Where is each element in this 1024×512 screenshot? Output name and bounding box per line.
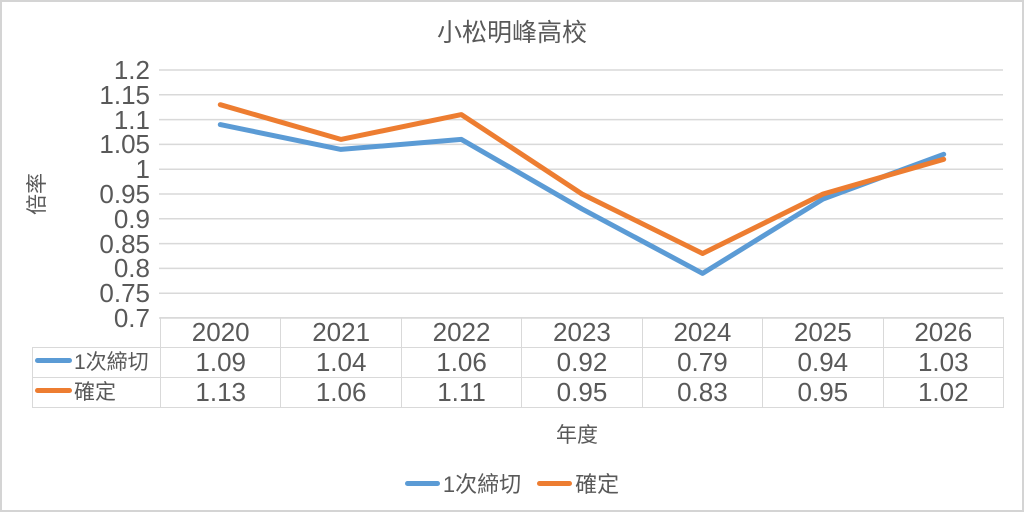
series-key-cell: 確定 — [32, 376, 161, 408]
table-row: 確定 1.13 1.06 1.11 0.95 0.83 0.95 1.02 — [32, 376, 1005, 408]
table-value: 0.83 — [641, 376, 764, 408]
table-value: 0.95 — [521, 376, 643, 408]
table-value: 1.06 — [400, 346, 523, 378]
y-tick-label: 0.95 — [99, 179, 150, 209]
legend-label: 1次締切 — [442, 472, 522, 497]
table-year-header: 2020 — [159, 317, 282, 348]
legend-label: 確定 — [575, 472, 620, 497]
series-name: 1次締切 — [74, 350, 149, 374]
y-tick-label: 0.9 — [113, 203, 150, 234]
legend-item: 確定 — [537, 467, 619, 499]
table-year-header: 2025 — [762, 317, 884, 348]
table-value: 1.03 — [882, 346, 1005, 378]
table-value: 0.79 — [641, 346, 764, 378]
table-year-header: 2023 — [521, 317, 643, 348]
y-tick-label: 1.1 — [113, 104, 150, 135]
y-axis-title: 倍率 — [26, 173, 49, 215]
data-table: 2020 2021 2022 2023 2024 2025 2026 1次締切 1.09 1.04… — [32, 317, 1005, 408]
series-name: 確定 — [74, 380, 116, 404]
y-tick-label: 0.8 — [113, 253, 150, 284]
series-line-1 — [217, 102, 947, 256]
x-axis-title: 年度 — [556, 424, 598, 447]
chart-legend: 1次締切 確定 — [0, 467, 1024, 499]
y-tick-label: 1 — [135, 154, 150, 185]
legend-key-line-icon — [35, 358, 72, 364]
y-tick-label: 0.75 — [99, 278, 150, 309]
table-row: 1次締切 1.09 1.04 1.06 0.92 0.79 0.94 1.03 — [32, 346, 1005, 378]
table-corner — [33, 318, 161, 348]
table-year-header: 2026 — [882, 317, 1005, 348]
series-line-0 — [217, 122, 947, 276]
legend-line-icon — [404, 480, 440, 486]
table-value: 1.13 — [159, 376, 282, 408]
table-value: 1.11 — [400, 376, 523, 408]
data-table-grid: 2020 2021 2022 2023 2024 2025 2026 1次締切 1.09 1.04… — [32, 317, 1005, 408]
y-tick-label: 1.2 — [113, 55, 150, 85]
table-value: 0.95 — [762, 376, 884, 408]
y-tick-label: 1.15 — [99, 79, 150, 110]
legend-key-line-icon — [35, 388, 72, 394]
table-year-header: 2021 — [280, 317, 402, 348]
chart-title: 小松明峰高校 — [436, 19, 587, 47]
table-value: 0.92 — [521, 346, 643, 378]
table-value: 1.06 — [280, 376, 402, 408]
legend-item: 1次締切 — [404, 467, 522, 499]
y-tick-label: 1.05 — [99, 129, 150, 160]
table-year-header: 2022 — [400, 317, 523, 348]
table-value: 1.09 — [159, 346, 282, 378]
table-year-header: 2024 — [641, 317, 764, 348]
table-value: 1.02 — [882, 376, 1005, 408]
table-value: 0.94 — [762, 346, 884, 378]
series-key-cell: 1次締切 — [32, 346, 161, 378]
table-value: 1.04 — [280, 346, 402, 378]
y-tick-label: 0.85 — [99, 228, 150, 259]
legend-line-icon — [537, 480, 573, 486]
